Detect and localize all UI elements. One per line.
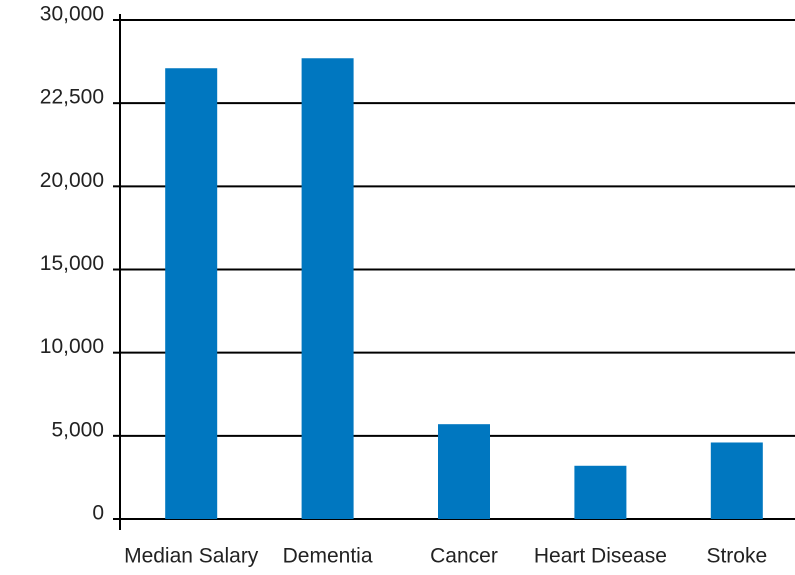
- bar: [438, 424, 490, 519]
- y-tick-label: 0: [92, 502, 104, 525]
- x-tick-label: Stroke: [706, 545, 767, 568]
- bar: [301, 58, 354, 520]
- x-tick-label: Median Salary: [124, 545, 259, 568]
- bar: [710, 442, 763, 519]
- y-tick-label: 30,000: [40, 3, 104, 26]
- x-tick-label: Dementia: [283, 545, 373, 568]
- x-tick-label: Cancer: [430, 545, 498, 568]
- y-tick-label: 22,500: [40, 86, 104, 109]
- bar: [574, 465, 627, 519]
- y-tick-label: 15,000: [40, 252, 104, 275]
- y-tick-label: 10,000: [40, 335, 104, 358]
- bar: [165, 68, 218, 519]
- y-tick-label: 5,000: [51, 418, 104, 441]
- x-tick-label: Heart Disease: [534, 545, 667, 568]
- y-tick-label: 20,000: [40, 169, 104, 192]
